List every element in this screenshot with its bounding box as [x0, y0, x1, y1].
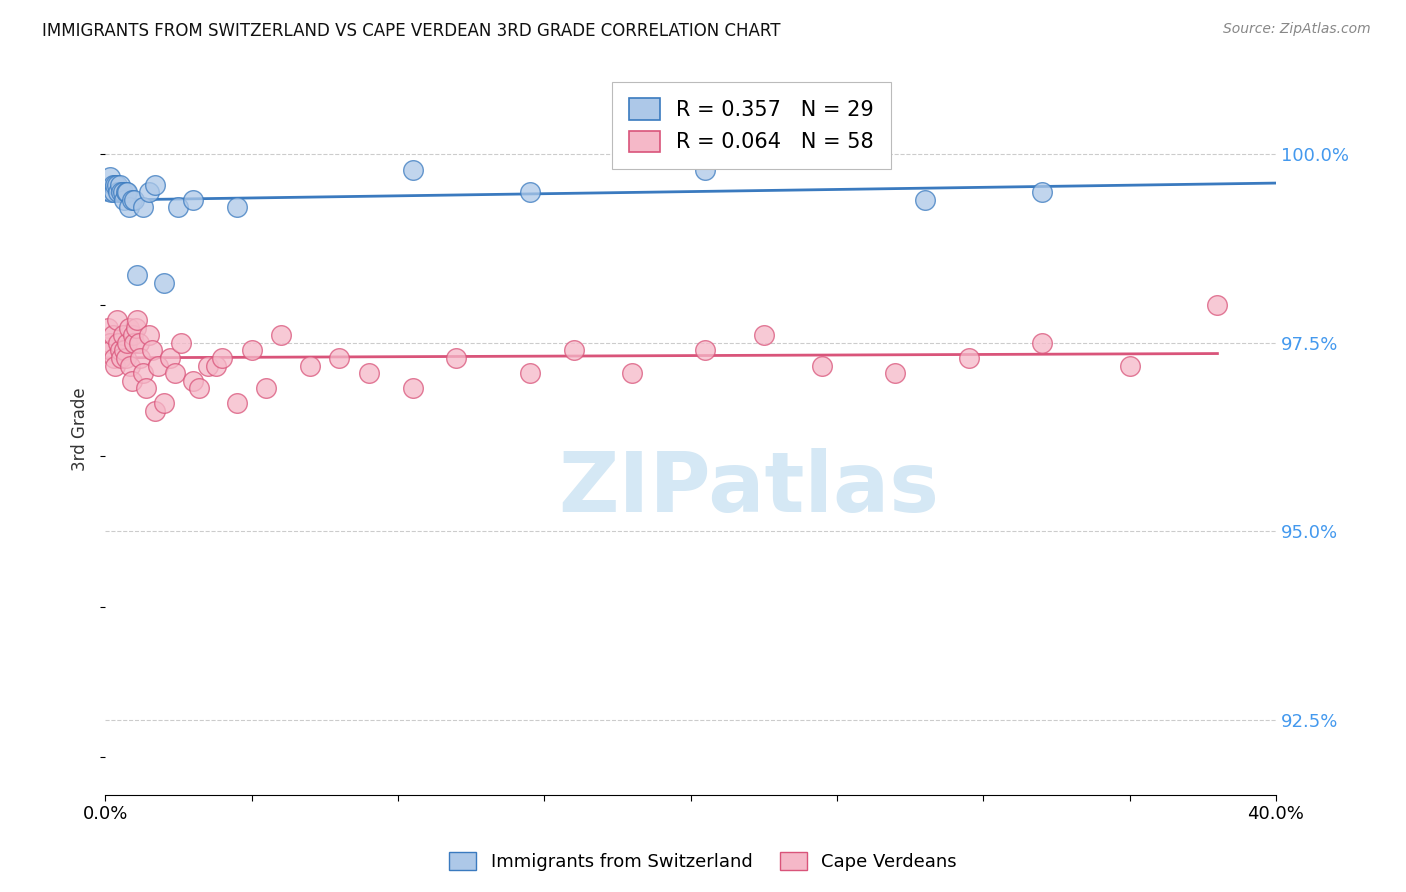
- Point: [98, 335, 121, 350]
- Point: [110, 351, 132, 365]
- Point: [401, 162, 423, 177]
- Point: [105, 178, 128, 192]
- Point: [152, 396, 174, 410]
- Legend: R = 0.357   N = 29, R = 0.064   N = 58: R = 0.357 N = 29, R = 0.064 N = 58: [612, 82, 891, 169]
- Point: [103, 185, 125, 199]
- Point: [114, 185, 136, 199]
- Point: [254, 381, 277, 395]
- Point: [811, 359, 834, 373]
- Point: [181, 193, 204, 207]
- Point: [519, 366, 541, 380]
- Point: [111, 328, 134, 343]
- Point: [121, 374, 143, 388]
- Point: [107, 335, 129, 350]
- Point: [127, 268, 149, 282]
- Point: [112, 343, 135, 358]
- Text: Source: ZipAtlas.com: Source: ZipAtlas.com: [1223, 22, 1371, 37]
- Point: [1206, 298, 1229, 312]
- Point: [446, 351, 468, 365]
- Point: [270, 328, 292, 343]
- Point: [127, 313, 149, 327]
- Point: [122, 328, 145, 343]
- Point: [115, 335, 138, 350]
- Point: [117, 321, 139, 335]
- Point: [226, 200, 249, 214]
- Point: [112, 193, 135, 207]
- Point: [132, 366, 155, 380]
- Point: [1118, 359, 1140, 373]
- Point: [562, 343, 585, 358]
- Point: [101, 178, 124, 192]
- Point: [141, 343, 163, 358]
- Point: [121, 193, 143, 207]
- Point: [128, 335, 150, 350]
- Point: [108, 343, 131, 358]
- Point: [138, 328, 160, 343]
- Point: [240, 343, 263, 358]
- Point: [695, 343, 717, 358]
- Point: [1031, 185, 1053, 199]
- Point: [187, 381, 209, 395]
- Point: [138, 185, 160, 199]
- Point: [125, 321, 148, 335]
- Point: [211, 351, 233, 365]
- Point: [914, 193, 936, 207]
- Point: [197, 359, 219, 373]
- Point: [107, 185, 129, 199]
- Point: [124, 193, 146, 207]
- Point: [100, 343, 122, 358]
- Point: [328, 351, 350, 365]
- Legend: Immigrants from Switzerland, Cape Verdeans: Immigrants from Switzerland, Cape Verdea…: [441, 845, 965, 879]
- Point: [104, 178, 127, 192]
- Point: [115, 185, 138, 199]
- Point: [97, 321, 120, 335]
- Point: [120, 359, 142, 373]
- Point: [143, 178, 166, 192]
- Text: IMMIGRANTS FROM SWITZERLAND VS CAPE VERDEAN 3RD GRADE CORRELATION CHART: IMMIGRANTS FROM SWITZERLAND VS CAPE VERD…: [42, 22, 780, 40]
- Point: [104, 359, 127, 373]
- Point: [114, 351, 136, 365]
- Point: [752, 328, 775, 343]
- Point: [299, 359, 322, 373]
- Point: [401, 381, 423, 395]
- Point: [101, 328, 124, 343]
- Point: [105, 313, 128, 327]
- Point: [143, 403, 166, 417]
- Point: [181, 374, 204, 388]
- Point: [884, 366, 907, 380]
- Point: [146, 359, 169, 373]
- Point: [226, 396, 249, 410]
- Point: [103, 351, 125, 365]
- Point: [205, 359, 228, 373]
- Point: [357, 366, 380, 380]
- Point: [100, 185, 122, 199]
- Point: [957, 351, 980, 365]
- Point: [129, 351, 152, 365]
- Point: [124, 335, 146, 350]
- Point: [519, 185, 541, 199]
- Point: [98, 170, 121, 185]
- Point: [695, 162, 717, 177]
- Point: [159, 351, 181, 365]
- Point: [117, 200, 139, 214]
- Point: [1031, 335, 1053, 350]
- Point: [165, 366, 187, 380]
- Point: [167, 200, 190, 214]
- Point: [110, 185, 132, 199]
- Point: [108, 178, 131, 192]
- Point: [135, 381, 157, 395]
- Point: [152, 276, 174, 290]
- Point: [132, 200, 155, 214]
- Point: [111, 185, 134, 199]
- Point: [621, 366, 644, 380]
- Y-axis label: 3rd Grade: 3rd Grade: [72, 388, 89, 471]
- Text: ZIPatlas: ZIPatlas: [558, 448, 939, 529]
- Point: [170, 335, 193, 350]
